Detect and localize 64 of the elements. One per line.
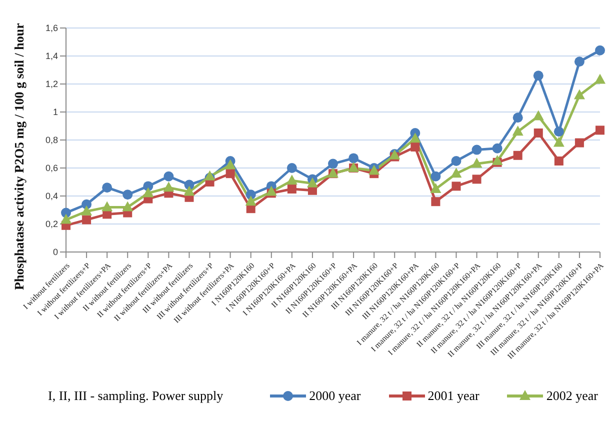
point — [82, 215, 92, 224]
point — [512, 126, 524, 136]
point — [431, 197, 440, 206]
point — [534, 128, 543, 138]
point — [184, 186, 195, 196]
point — [451, 156, 462, 166]
point — [102, 201, 113, 212]
point — [553, 136, 564, 147]
y-tick-label: 0,4 — [45, 191, 58, 202]
point — [492, 143, 502, 154]
y-tick-label: 0,2 — [45, 219, 58, 230]
point — [245, 196, 256, 206]
legend-label: 2002 year — [546, 388, 598, 404]
point — [286, 174, 298, 185]
point — [142, 187, 154, 198]
y-axis-title: Phosphatase activity P2O5 mg / 100 g soil / hour — [12, 22, 27, 290]
point — [122, 201, 134, 212]
point — [410, 132, 421, 143]
point — [512, 112, 523, 123]
point — [286, 163, 297, 173]
point — [596, 126, 604, 135]
point — [595, 45, 605, 56]
point — [492, 155, 503, 165]
point — [224, 159, 236, 170]
point — [81, 205, 92, 216]
point — [306, 177, 318, 188]
point — [287, 184, 296, 194]
point — [328, 158, 338, 169]
point — [122, 190, 133, 200]
y-tick-label: 0,8 — [45, 135, 58, 146]
point — [164, 171, 174, 182]
point — [533, 70, 544, 81]
point — [472, 174, 482, 184]
point — [226, 169, 235, 178]
point — [574, 56, 584, 67]
point — [348, 153, 359, 164]
text: I, II, III - sampling. Power supply — [48, 388, 224, 403]
point — [266, 186, 277, 196]
point — [410, 142, 420, 152]
point — [430, 171, 441, 182]
point — [574, 138, 584, 148]
point — [471, 158, 482, 168]
point — [430, 183, 442, 193]
point — [452, 182, 461, 191]
point — [574, 89, 585, 100]
point — [472, 144, 482, 155]
y-tick-label: 1,4 — [45, 51, 58, 62]
point — [102, 182, 112, 193]
legend-label: 2000 year — [309, 388, 361, 404]
y-tick-label: 1,6 — [45, 23, 58, 34]
y-tick-label: 0,6 — [45, 163, 58, 174]
point — [204, 170, 216, 180]
point — [450, 168, 462, 178]
y-tick-label: 1 — [52, 107, 58, 118]
point — [554, 156, 564, 166]
point — [594, 74, 606, 84]
y-tick-label: 0 — [52, 247, 58, 258]
y-tick-label: 1,2 — [45, 79, 58, 90]
point — [163, 182, 174, 192]
point — [60, 214, 72, 224]
point — [554, 126, 564, 137]
legend-label: 2001 year — [428, 388, 480, 404]
point — [513, 150, 522, 160]
point — [532, 110, 544, 120]
